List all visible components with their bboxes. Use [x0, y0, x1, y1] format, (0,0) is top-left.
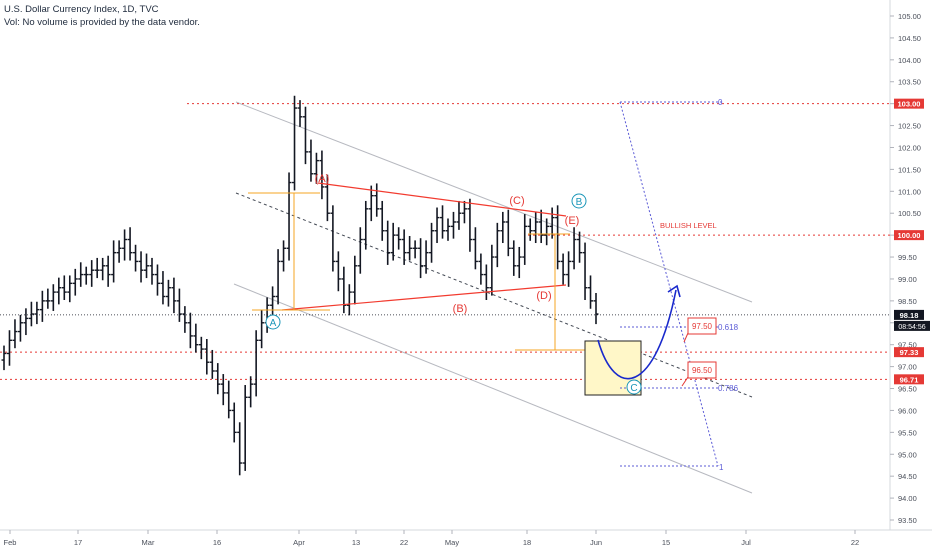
projected-path-arrow — [597, 289, 677, 380]
x-tick-label: 18 — [523, 538, 531, 547]
price-tag-label: 96.71 — [900, 375, 919, 384]
fib-label-1: 1 — [719, 463, 724, 472]
y-tick-label: 94.00 — [898, 494, 917, 503]
y-tick-label: 105.00 — [898, 12, 921, 21]
y-tick-label: 103.50 — [898, 78, 921, 87]
countdown-label: 08:54:56 — [898, 324, 925, 331]
countdown-tag — [894, 320, 930, 331]
circled-label-b: B — [571, 193, 587, 209]
contracting-triangle — [281, 182, 567, 311]
y-tick-label: 95.50 — [898, 428, 917, 437]
x-tick-label: 17 — [74, 538, 82, 547]
bullish-level-label: BULLISH LEVEL — [660, 221, 717, 230]
price-tags: 103.00 100.00 98.18 97.33 96.71 08:54:56 — [894, 98, 930, 385]
trend-channel — [233, 101, 753, 494]
price-tag — [894, 347, 924, 358]
fib-label-0786: 0.786 — [718, 384, 739, 393]
price-tag — [894, 374, 924, 385]
y-tick-label: 97.00 — [898, 363, 917, 372]
fib-label-0618: 0.618 — [718, 323, 739, 332]
svg-text:96.50: 96.50 — [692, 366, 713, 375]
y-tick-label: 101.00 — [898, 187, 921, 196]
chart-title: U.S. Dollar Currency Index, 1D, TVC — [4, 4, 159, 15]
y-tick-label: 96.00 — [898, 406, 917, 415]
horizontal-levels — [0, 103, 890, 380]
y-tick-label: 102.50 — [898, 122, 921, 131]
projected-path-arrowhead — [667, 284, 681, 298]
y-tick-label: 93.50 — [898, 516, 917, 525]
svg-text:B: B — [576, 197, 583, 208]
x-tick-label: 16 — [213, 538, 221, 547]
x-tick-label: Jun — [590, 538, 602, 547]
wave-label-c: (C) — [509, 195, 524, 207]
x-tick-label: 15 — [662, 538, 670, 547]
y-tick-label: 104.50 — [898, 34, 921, 43]
y-tick-label: 97.50 — [898, 341, 917, 350]
price-tag-label: 103.00 — [898, 100, 921, 109]
price-tag — [894, 98, 924, 109]
volume-note: Vol: No volume is provided by the data v… — [4, 17, 200, 28]
target-callout-9650: 96.50 — [681, 361, 717, 387]
x-tick-label: 22 — [400, 538, 408, 547]
x-tick-label: Mar — [142, 538, 155, 547]
price-tag — [894, 230, 924, 241]
fib-label-0: 0 — [718, 98, 723, 107]
price-tag-label: 97.33 — [900, 348, 919, 357]
price-tag-label: 100.00 — [898, 231, 921, 240]
y-tick-label: 101.50 — [898, 165, 921, 174]
svg-text:A: A — [270, 318, 277, 329]
y-tick-label: 94.50 — [898, 472, 917, 481]
time-axis[interactable]: Feb 17 Mar 16 Apr 13 22 May 18 Jun 15 Jul 22 — [4, 530, 860, 547]
x-tick-label: Apr — [293, 538, 305, 547]
ohlc-bars — [1, 95, 599, 476]
x-tick-label: Jul — [741, 538, 751, 547]
x-tick-label: 13 — [352, 538, 360, 547]
wave-label-a: (A) — [315, 173, 330, 185]
y-tick-label: 104.00 — [898, 56, 921, 65]
circled-label-c: C — [626, 379, 642, 395]
wave-label-b: (B) — [453, 303, 468, 315]
x-tick-label: May — [445, 538, 459, 547]
y-tick-label: 99.00 — [898, 275, 917, 284]
y-tick-label: 95.00 — [898, 450, 917, 459]
price-axis[interactable]: 105.00 104.50 104.00 103.50 103.00 102.50 102.… — [890, 12, 921, 525]
measure-projection — [248, 192, 595, 351]
svg-text:97.50: 97.50 — [692, 322, 713, 331]
price-tag-label: 98.18 — [900, 311, 919, 320]
y-tick-label: 99.50 — [898, 253, 917, 262]
y-tick-label: 102.00 — [898, 143, 921, 152]
y-tick-label: 98.50 — [898, 297, 917, 306]
wave-label-d: (D) — [536, 290, 551, 302]
x-tick-label: Feb — [4, 538, 17, 547]
x-tick-label: 22 — [851, 538, 859, 547]
wave-label-e: (E) — [565, 215, 580, 227]
circled-label-a: A — [265, 314, 281, 330]
y-tick-label: 96.50 — [898, 385, 917, 394]
target-callout-9750: 97.50 — [683, 317, 717, 343]
y-tick-label: 100.50 — [898, 209, 921, 218]
svg-text:C: C — [630, 383, 637, 394]
price-tag — [894, 309, 924, 320]
